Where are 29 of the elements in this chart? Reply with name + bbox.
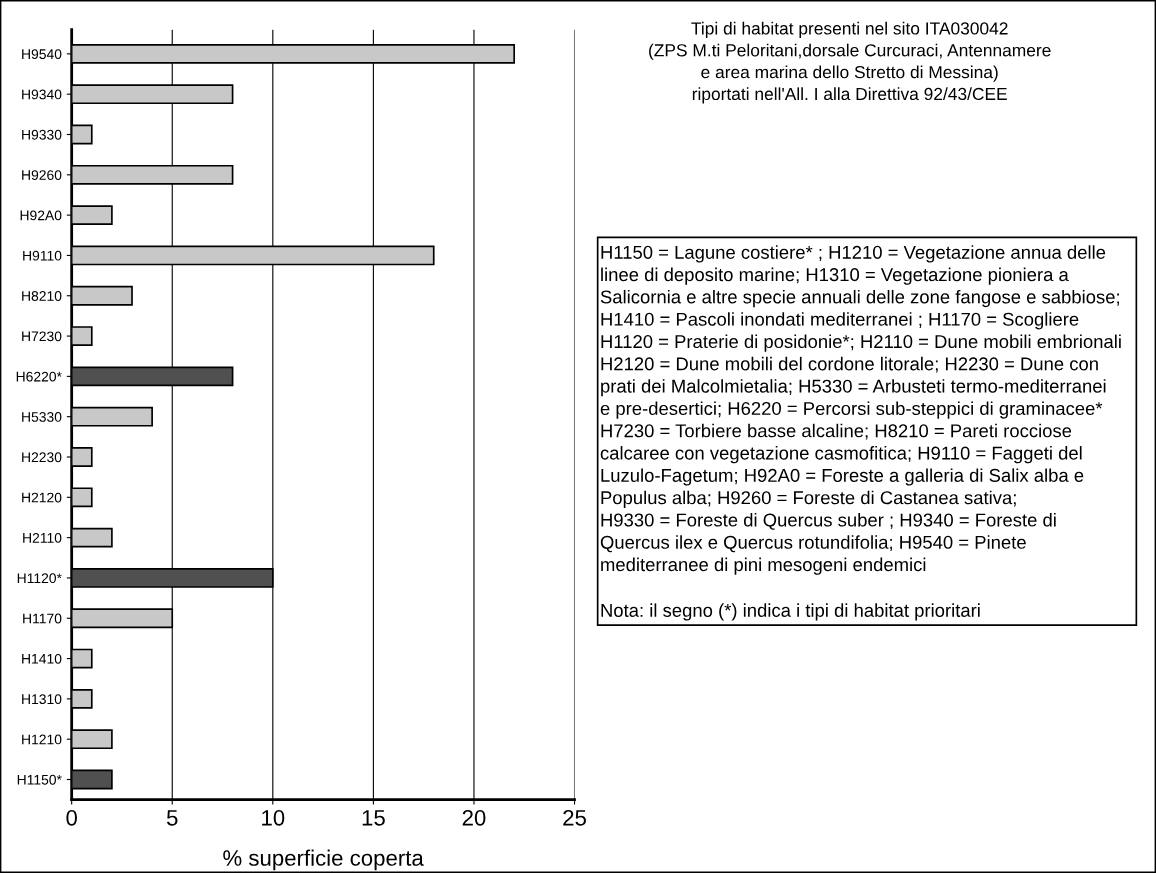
y-tick-label: H9330 bbox=[22, 129, 62, 140]
y-tick-label: H9260 bbox=[22, 170, 62, 180]
text: H1150 = Lagune costiere* ; H1210 = Vegetazione annua delle linee di deposito marine; H1310 = Vegetazione pioniera a Salicornia e altre specie annuali delle zone fangose e sabbiose; H1410 = Pascoli inondati mediterranei ; H1170 = Scogliere H1120 = Praterie di posidonie*; H2110 = Dune mobili embrionali H2120 = Dune mobili del cordone litorale; H2230 = Dune con prati dei Malcolmietalia; H5330 = Arbusteti termo-mediterranei e pre-desertici; H6220 = Percorsi sub-steppici di graminacee* H7230 = Torbiere basse alcaline; H8210 = Pareti rocciose calcaree con vegetazione casmofitica; H9110 = Faggeti del Luzulo-Fagetum; H92A0 = Foreste a galleria di Salix alba e Populus alba; H9260 = Foreste di Castanea sativa; H9330 = Foreste di Quercus suber ; H9340 = Foreste di Quercus ilex e Quercus rotundifolia; H9540 = Pinete mediterranee di pini mesogeni endemici bbox=[600, 245, 1121, 575]
y-tick-label: H8210 bbox=[22, 291, 62, 301]
y-tick-label: H1150* bbox=[17, 774, 62, 785]
y-tick-label: H9540 bbox=[22, 49, 62, 60]
y-tick-label: H7230 bbox=[22, 331, 62, 342]
text: Nota: il segno (*) indica i tipi di habitat prioritari bbox=[601, 603, 980, 621]
y-tick-label: H2120 bbox=[22, 492, 62, 503]
x-tick-label: 25 bbox=[563, 809, 586, 826]
x-tick-label: 0 bbox=[66, 809, 77, 826]
y-tick-label: H1310 bbox=[22, 694, 62, 705]
y-tick-label: H9340 bbox=[22, 89, 62, 100]
x-tick-label: 20 bbox=[462, 809, 486, 826]
x-tick-label: 5 bbox=[166, 810, 178, 826]
y-tick-label: H92A0 bbox=[20, 210, 62, 221]
y-tick-label: H6220* bbox=[16, 371, 62, 382]
x-tick-label: 10 bbox=[262, 809, 285, 826]
y-tick-label: H1210 bbox=[22, 734, 62, 745]
y-tick-label: H1410 bbox=[22, 653, 62, 664]
y-tick-label: H2110 bbox=[23, 532, 62, 543]
y-tick-label: H5330 bbox=[22, 412, 62, 422]
text: Tipi di habitat presenti nel sito ITA030042 (ZPS M.ti Peloritani,dorsale Curcuraci, Antennamere e area marina dello Stretto di Messina) riportati nell'All. I alla Direttiva 92/43/CEE bbox=[649, 21, 1051, 104]
x-axis-title: % superficie coperta bbox=[223, 849, 424, 871]
x-tick-label: 15 bbox=[362, 810, 385, 826]
y-tick-label: H9110 bbox=[23, 250, 62, 261]
y-tick-label: H1120* bbox=[17, 573, 62, 584]
y-tick-label: H1170 bbox=[23, 613, 62, 624]
y-tick-label: H2230 bbox=[22, 452, 62, 463]
